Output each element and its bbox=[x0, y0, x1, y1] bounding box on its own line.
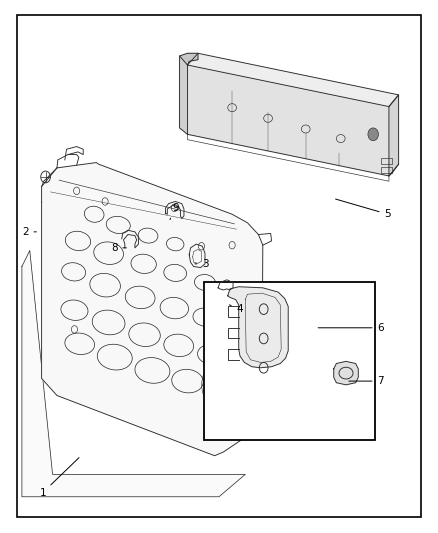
Text: 1: 1 bbox=[39, 458, 79, 498]
Bar bbox=[381, 158, 392, 164]
Polygon shape bbox=[180, 56, 187, 134]
Text: 7: 7 bbox=[349, 376, 384, 386]
Polygon shape bbox=[228, 287, 288, 368]
Polygon shape bbox=[180, 53, 198, 65]
Polygon shape bbox=[334, 361, 358, 385]
Polygon shape bbox=[42, 163, 263, 456]
Polygon shape bbox=[214, 303, 240, 322]
Text: 5: 5 bbox=[336, 199, 391, 219]
Bar bbox=[204, 282, 375, 440]
Text: 9: 9 bbox=[170, 203, 179, 220]
Polygon shape bbox=[389, 95, 399, 176]
Polygon shape bbox=[214, 285, 240, 309]
Text: 6: 6 bbox=[318, 323, 384, 333]
Text: 3: 3 bbox=[195, 259, 209, 269]
Bar bbox=[381, 167, 392, 173]
Text: 4: 4 bbox=[230, 304, 243, 314]
Text: 8: 8 bbox=[111, 243, 127, 253]
Text: 2: 2 bbox=[22, 227, 36, 237]
Polygon shape bbox=[187, 65, 389, 176]
Polygon shape bbox=[187, 53, 399, 107]
Polygon shape bbox=[22, 251, 245, 497]
Circle shape bbox=[368, 128, 378, 141]
